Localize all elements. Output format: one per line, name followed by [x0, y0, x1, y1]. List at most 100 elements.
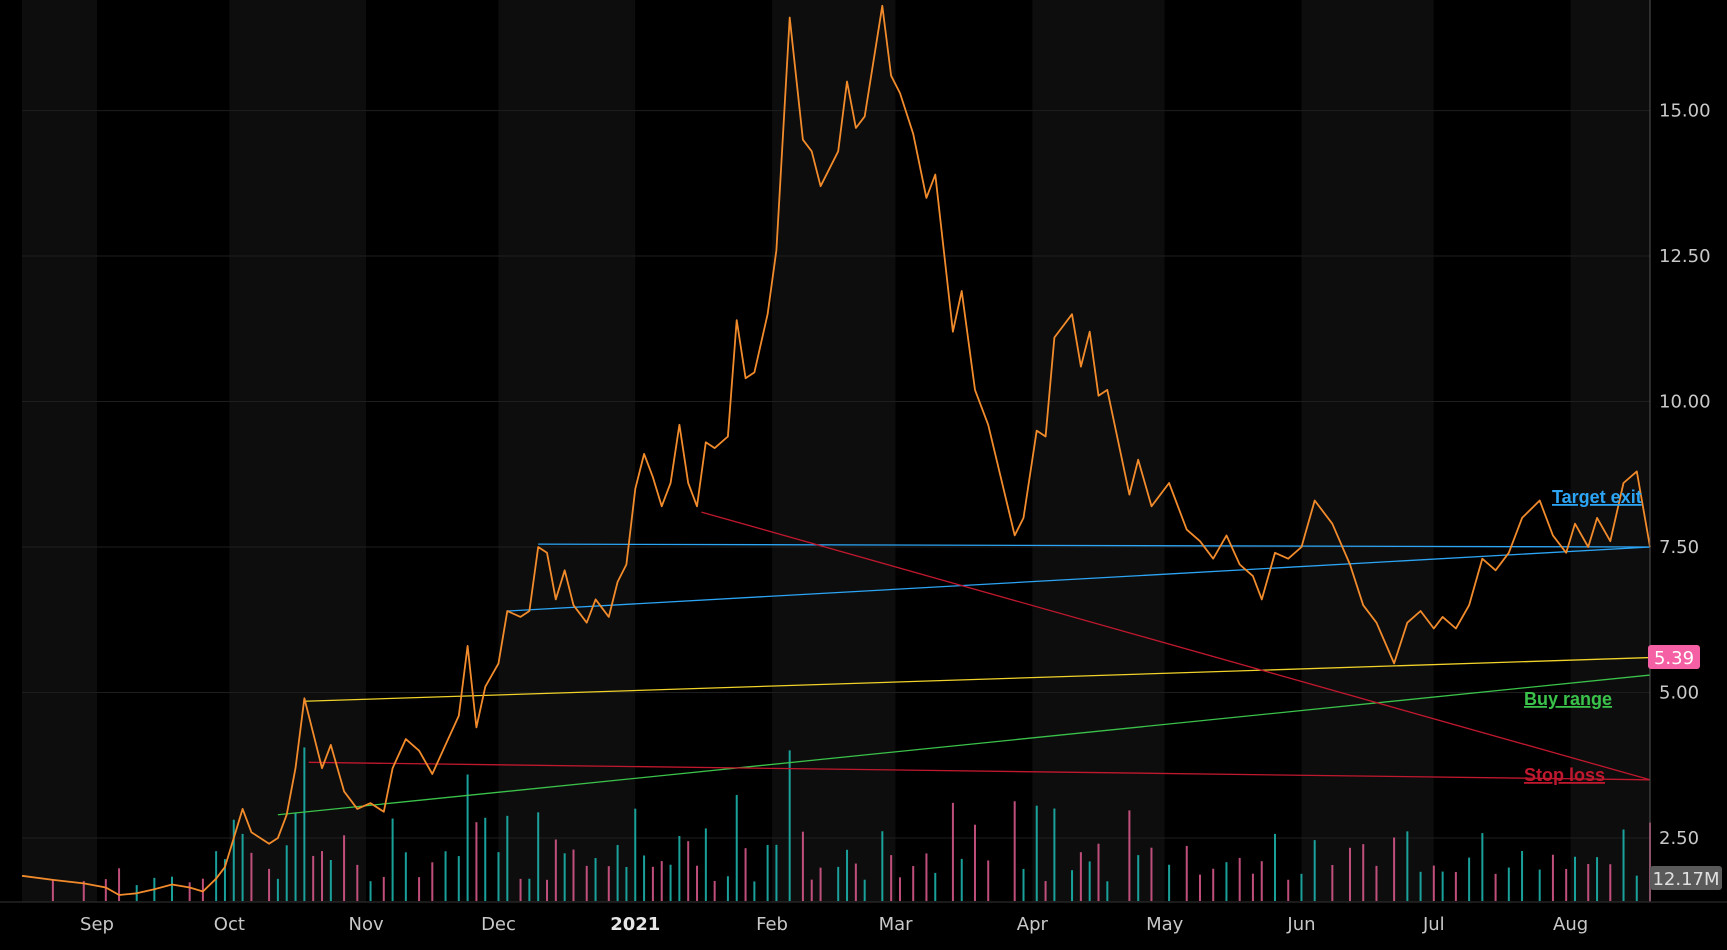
- volume-bar: [1198, 874, 1201, 901]
- volume-bar: [563, 853, 566, 901]
- volume-bar: [837, 866, 840, 901]
- volume-bar: [404, 852, 407, 901]
- month-band: [635, 0, 773, 902]
- y-tick-label: 15.00: [1659, 101, 1711, 122]
- current-price-label: 5.39: [1654, 648, 1694, 669]
- volume-bar: [171, 876, 174, 901]
- volume-bar: [634, 808, 637, 901]
- trend-line[interactable]: [277, 674, 1651, 816]
- volume-bar: [241, 833, 244, 901]
- volume-bar: [321, 851, 324, 901]
- trend-line[interactable]: [308, 761, 1651, 781]
- buy-range-annotation[interactable]: Buy range: [1524, 689, 1612, 709]
- volume-bar: [1287, 879, 1290, 901]
- trend-line[interactable]: [507, 546, 1651, 612]
- volume-bar: [1609, 864, 1612, 901]
- volume-bar: [1168, 864, 1171, 901]
- y-tick-label: 12.50: [1659, 246, 1711, 267]
- volume-bar: [925, 853, 928, 901]
- volume-bar: [1494, 873, 1497, 901]
- volume-bar: [890, 855, 893, 901]
- volume-bar: [713, 880, 716, 901]
- volume-bar: [519, 878, 522, 901]
- volume-bar: [1022, 868, 1025, 901]
- volume-bar: [1331, 865, 1334, 901]
- volume-bar: [775, 844, 778, 901]
- volume-bar: [546, 879, 549, 901]
- price-series: [21, 4, 1651, 896]
- volume-bar: [1313, 840, 1316, 901]
- volume-bar: [669, 864, 672, 901]
- volume-bar: [1565, 868, 1568, 901]
- volume-bar: [118, 868, 121, 901]
- month-band: [22, 0, 98, 902]
- volume-bar: [846, 849, 849, 901]
- volume-bar: [1348, 847, 1351, 901]
- volume-bar: [1507, 867, 1510, 901]
- volume-bar: [444, 851, 447, 901]
- volume-bar: [987, 860, 990, 901]
- volume-bar: [312, 855, 315, 901]
- volume-bar: [1128, 810, 1131, 901]
- volume-bar: [1622, 829, 1625, 901]
- volume-bar: [1481, 833, 1484, 901]
- trend-line[interactable]: [701, 511, 1651, 781]
- target-exit-annotation[interactable]: Target exit: [1552, 487, 1642, 507]
- volume-bar: [268, 868, 271, 901]
- volume-bar: [744, 848, 747, 901]
- volume-bar: [1538, 869, 1541, 901]
- x-tick-label: Nov: [349, 914, 384, 935]
- volume-bar: [1362, 844, 1365, 901]
- volume-bar: [1044, 881, 1047, 901]
- volume-bar: [343, 835, 346, 901]
- volume-bar: [1260, 861, 1263, 901]
- volume-bar: [572, 849, 575, 901]
- volume-bar: [735, 794, 738, 901]
- volume-bar: [391, 818, 394, 901]
- volume-bar: [1238, 857, 1241, 901]
- volume-bar: [1097, 843, 1100, 901]
- stop-loss-annotation[interactable]: Stop loss: [1524, 765, 1605, 785]
- volume-bar: [554, 839, 557, 901]
- volume-bar: [484, 817, 487, 901]
- price-line: [21, 4, 1651, 896]
- volume-bar: [1419, 871, 1422, 901]
- trend-line[interactable]: [538, 543, 1651, 548]
- y-tick-label: 7.50: [1659, 537, 1699, 558]
- volume-bar: [912, 866, 915, 901]
- volume-bar: [188, 882, 191, 901]
- current-price-badge: 5.39: [1648, 645, 1700, 669]
- volume-bar: [1300, 873, 1303, 901]
- time-axis[interactable]: Sep Oct Nov Dec 2021 Feb Mar Apr May Jun Jul Aug: [80, 914, 1588, 935]
- month-band: [1032, 0, 1165, 902]
- month-band: [366, 0, 499, 902]
- month-band: [229, 0, 367, 902]
- volume-bar: [881, 831, 884, 901]
- trend-lines[interactable]: [277, 511, 1651, 816]
- grid-lines: [22, 110, 1650, 839]
- volume-bar: [1185, 845, 1188, 901]
- volume-bar: [1521, 851, 1524, 901]
- volume-bar: [294, 812, 297, 901]
- volume-bar: [1053, 808, 1056, 901]
- volume-bar: [466, 774, 469, 901]
- volume-bar: [104, 879, 107, 901]
- volume-bar: [1551, 854, 1554, 901]
- volume-bar: [651, 866, 654, 901]
- volume-bar: [934, 872, 937, 901]
- month-bands: [22, 0, 1650, 902]
- volume-bar: [329, 859, 332, 901]
- volume-bar: [1587, 863, 1590, 901]
- volume-bar: [625, 867, 628, 901]
- volume-bar: [232, 819, 235, 901]
- x-tick-label: 2021: [610, 914, 660, 935]
- volume-bar: [1150, 847, 1153, 901]
- month-band: [1433, 0, 1571, 902]
- volume-bar: [960, 858, 963, 901]
- x-tick-label: Jun: [1286, 914, 1315, 935]
- volume-bar: [1596, 857, 1599, 901]
- trend-line[interactable]: [304, 656, 1651, 702]
- price-axis[interactable]: 2.50 5.00 7.50 10.00 12.50 15.00: [1659, 101, 1711, 849]
